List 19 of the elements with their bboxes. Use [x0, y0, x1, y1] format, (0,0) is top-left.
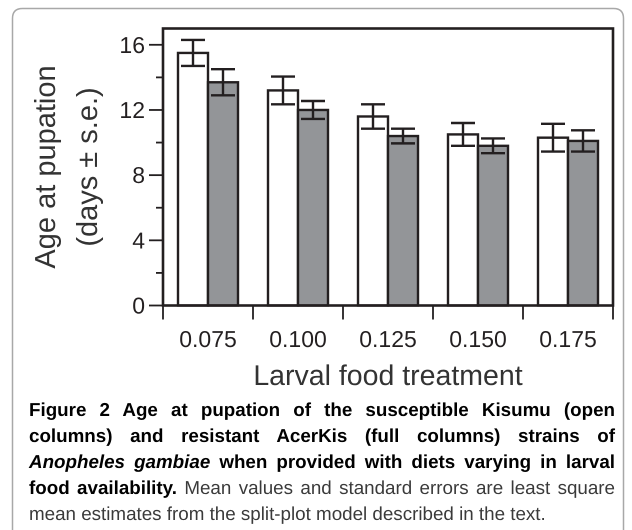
- y-tick-label: 0: [132, 292, 145, 318]
- y-tick-label: 4: [132, 227, 146, 254]
- x-tick-label: 0.150: [449, 326, 507, 352]
- x-axis-title: Larval food treatment: [253, 360, 523, 392]
- y-tick-label: 12: [119, 96, 145, 123]
- text: Anopheles gambiae: [29, 450, 210, 472]
- text: columns) and resistant AcerKis (full columns) strains of: [29, 424, 615, 446]
- x-tick-label: 0.100: [269, 326, 327, 352]
- y-tick-label: 8: [132, 162, 145, 188]
- text: when provided with diets varying in larval: [219, 450, 615, 472]
- text: mean estimates from the split-plot model described in the text.: [29, 502, 546, 524]
- x-tick-label: 0.125: [359, 326, 417, 352]
- x-tick-label: 0.175: [539, 326, 597, 352]
- caption: Figure 2 Age at pupation of the susceptible Kisumu (open: [29, 398, 615, 420]
- text: food availability.: [29, 476, 177, 498]
- y-axis-title: Age at pupation (days ± s.e.): [30, 65, 104, 269]
- text: Mean values and standard errors are least square: [184, 476, 616, 498]
- y-tick-label: 16: [119, 32, 145, 58]
- x-tick-label: 0.075: [179, 326, 237, 352]
